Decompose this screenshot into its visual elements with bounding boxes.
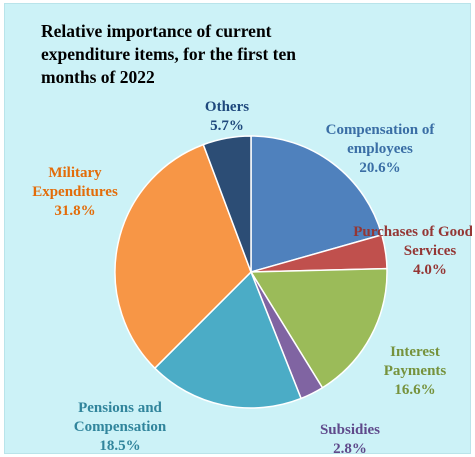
pie-slice — [153, 270, 303, 409]
slice-label: Interest Payments 16.6% — [384, 344, 447, 398]
pie-slice — [250, 135, 383, 273]
slice-label: Others 5.7% — [205, 99, 249, 134]
slice-label: Military Expenditures 31.8% — [32, 165, 118, 219]
slice-label: Pensions and Compensation 18.5% — [74, 400, 167, 454]
pie-slice — [114, 143, 252, 370]
chart-title: Relative importance of current expenditu… — [41, 21, 296, 87]
slice-label: Subsidies 2.8% — [320, 422, 380, 455]
pie-slice — [249, 267, 388, 389]
pie-slice — [202, 135, 252, 273]
pie-chart: Compensation of employees 20.6% Purchases o… — [32, 99, 472, 455]
chart-card: Relative importance of current expenditu… — [4, 3, 472, 455]
slice-label: Purchases of Goods andServices4.0% — [353, 224, 472, 278]
slice-label: Compensation of employees 20.6% — [326, 122, 436, 176]
